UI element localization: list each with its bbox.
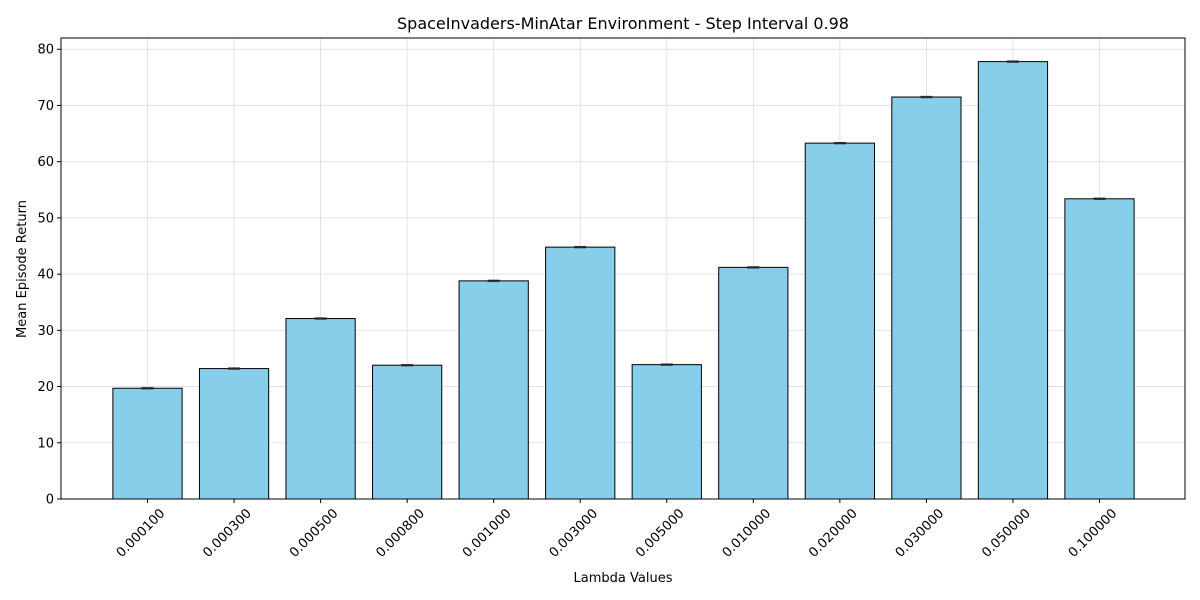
x-tick-label: 0.001000 [460,506,514,560]
bar [891,96,962,500]
y-tick-label: 30 [37,324,54,339]
x-tick-label: 0.010000 [720,506,774,560]
bar [372,364,443,500]
plot-frame [60,37,1186,500]
y-tick-label: 80 [37,43,54,58]
error-bars [141,60,1106,390]
y-tick-label: 50 [37,211,54,226]
x-tick-label: 0.030000 [893,506,947,560]
bar [718,266,789,500]
x-tick-label: 0.020000 [806,506,860,560]
y-axis-title: Mean Episode Return [15,200,30,338]
x-tick-label: 0.000100 [114,506,168,560]
bar [977,61,1049,500]
bar [198,368,270,500]
x-tick-label: 0.000300 [200,506,254,560]
x-tick-label: 0.003000 [547,506,601,560]
bar [804,142,875,500]
x-tick-label: 0.050000 [979,506,1033,560]
chart-title: SpaceInvaders-MinAtar Environment - Step… [397,14,849,33]
y-tick-label: 10 [37,436,54,451]
y-tick-label: 0 [46,493,54,508]
bars [112,61,1135,500]
bar [285,318,356,500]
bar [458,280,529,500]
y-tick-label: 60 [37,155,54,170]
bar [1064,198,1135,500]
axes [57,37,1186,503]
bar [545,246,616,500]
x-tick-label: 0.000500 [287,506,341,560]
bar [112,387,183,500]
x-tick-label: 0.005000 [633,506,687,560]
y-tick-label: 70 [37,99,54,114]
x-axis-title: Lambda Values [574,571,673,586]
y-tick-label: 20 [37,380,54,395]
x-tick-label: 0.000800 [373,506,427,560]
bar [631,364,702,500]
x-tick-label: 0.100000 [1066,506,1120,560]
y-tick-label: 40 [37,268,54,283]
